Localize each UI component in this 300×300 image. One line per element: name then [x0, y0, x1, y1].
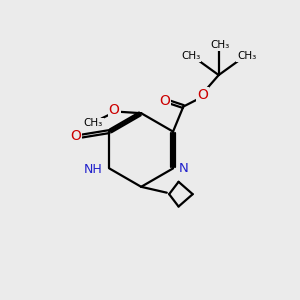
Text: CH₃: CH₃	[181, 51, 200, 61]
Text: NH: NH	[84, 164, 103, 176]
Text: O: O	[70, 129, 81, 143]
Text: O: O	[109, 103, 119, 117]
Text: CH₃: CH₃	[237, 51, 256, 61]
Text: O: O	[197, 88, 208, 102]
Text: CH₃: CH₃	[84, 118, 103, 128]
Text: CH₃: CH₃	[211, 40, 230, 50]
Text: O: O	[159, 94, 170, 108]
Text: N: N	[178, 162, 188, 175]
